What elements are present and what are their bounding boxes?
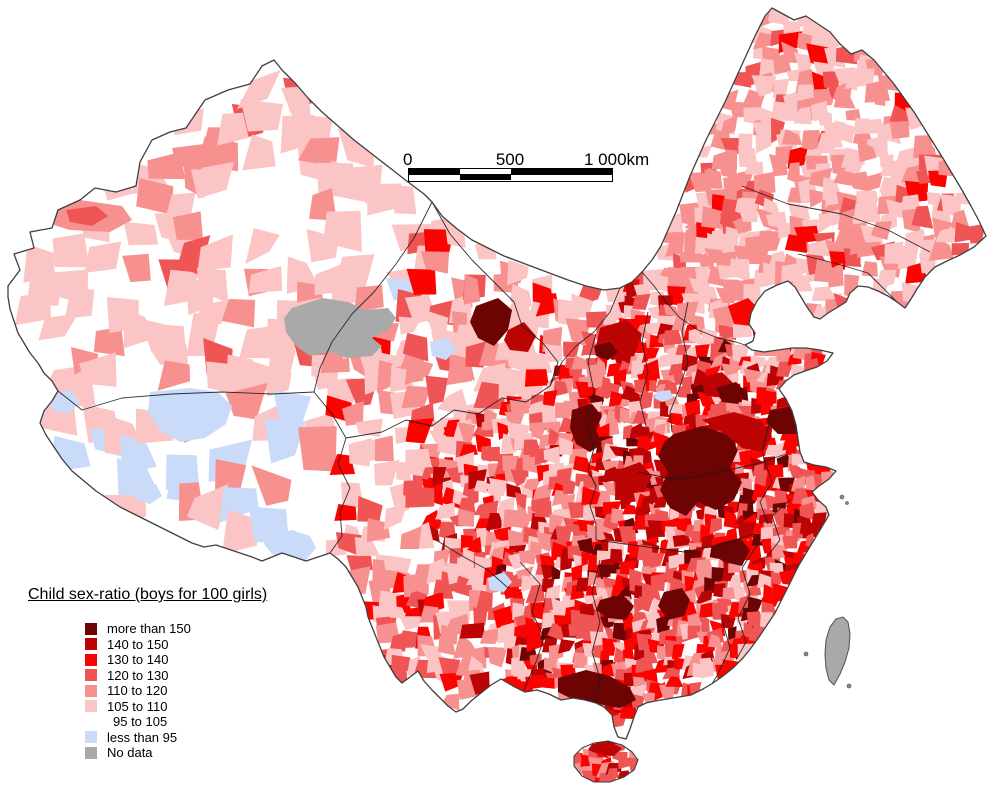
map-patch-c120	[66, 206, 108, 226]
legend-swatch	[85, 715, 97, 728]
scale-label-0: 0	[403, 150, 413, 169]
map-patch-c150	[716, 382, 746, 404]
map-patch-blue	[148, 388, 232, 442]
hainan-island-outline	[573, 740, 639, 783]
legend-swatch	[85, 653, 97, 666]
map-patch-c150	[658, 588, 690, 620]
scale-label-500: 500	[495, 150, 525, 169]
map-patch-c140	[702, 412, 772, 452]
legend-item-label: 105 to 110	[107, 698, 168, 714]
legend-item: 110 to 120	[85, 683, 267, 699]
legend-item: 120 to 130	[85, 668, 267, 684]
legend-item-label: 95 to 105	[113, 714, 168, 730]
mainland-china-outline	[7, 7, 987, 740]
map-patch-c140	[504, 322, 536, 352]
legend-item-label: 120 to 130	[107, 667, 169, 683]
map-patch-c150	[570, 404, 602, 452]
legend-item: No data	[85, 745, 267, 761]
legend-swatch	[85, 622, 97, 635]
province-borders	[57, 185, 931, 701]
map-patch-c140	[588, 742, 622, 756]
legend-item: more than 150	[85, 621, 267, 637]
legend-swatch	[85, 684, 97, 697]
legend-item-label: 140 to 150	[107, 636, 169, 652]
scale-label-1000km: 1 000km	[584, 150, 650, 169]
legend-item: 140 to 150	[85, 637, 267, 653]
map-patch-c140	[612, 462, 652, 492]
legend-item-label: more than 150	[107, 621, 191, 637]
map-patch-c150	[470, 298, 512, 346]
taiwan-island	[824, 616, 851, 686]
map-patch-gray	[284, 298, 396, 358]
small-island	[845, 501, 849, 505]
map-patch-blue	[132, 484, 162, 504]
legend-item-label: No data	[107, 745, 153, 761]
scale-bar-graphic	[408, 168, 613, 182]
legend-item-label: less than 95	[107, 729, 178, 745]
legend-item: less than 95	[85, 730, 267, 746]
map-patch-blue	[264, 530, 316, 562]
hainan-mosaic	[574, 741, 638, 782]
map-patch-c150	[712, 538, 750, 566]
map-patch-c110	[172, 144, 216, 170]
map-patch-blue	[430, 338, 456, 360]
map-patch-c150	[658, 426, 742, 516]
legend-items: more than 150 140 to 150 130 to 140 120 to …	[28, 621, 267, 761]
legend-item-label: 130 to 140	[107, 652, 169, 668]
legend-item: 105 to 110	[85, 699, 267, 715]
small-island	[839, 494, 845, 500]
county-mosaic	[14, 8, 986, 729]
small-island	[803, 651, 809, 657]
scale-bar-labels: 0 500 1 000km	[403, 146, 649, 169]
legend-swatch	[85, 669, 97, 682]
legend-swatch	[85, 746, 97, 759]
map-legend: Child sex-ratio (boys for 100 girls) mor…	[28, 586, 267, 761]
map-patch-blue	[48, 390, 80, 414]
legend-swatch	[85, 731, 97, 744]
map-patch-c140	[752, 318, 778, 344]
legend-item-label: 110 to 120	[107, 683, 168, 699]
small-island	[846, 683, 852, 689]
legend-swatch	[85, 638, 97, 651]
scale-bar: 0 500 1 000km	[403, 146, 649, 182]
map-patch-c150	[596, 594, 634, 620]
legend-swatch	[85, 700, 97, 713]
legend-item: 130 to 140	[85, 652, 267, 668]
map-patch-blue	[654, 390, 673, 402]
legend-item: 95 to 105	[85, 714, 267, 730]
map-patch-blue	[488, 572, 512, 592]
map-patch-c150	[594, 342, 618, 360]
legend-title: Child sex-ratio (boys for 100 girls)	[28, 586, 268, 603]
